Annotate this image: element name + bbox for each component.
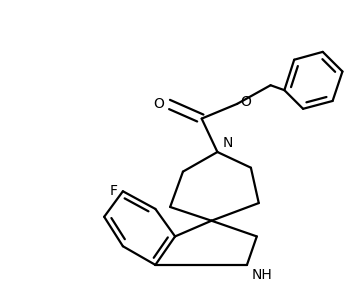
Text: O: O	[240, 95, 251, 109]
Text: O: O	[153, 97, 164, 111]
Text: F: F	[110, 184, 118, 198]
Text: NH: NH	[252, 268, 273, 282]
Text: N: N	[222, 136, 233, 150]
